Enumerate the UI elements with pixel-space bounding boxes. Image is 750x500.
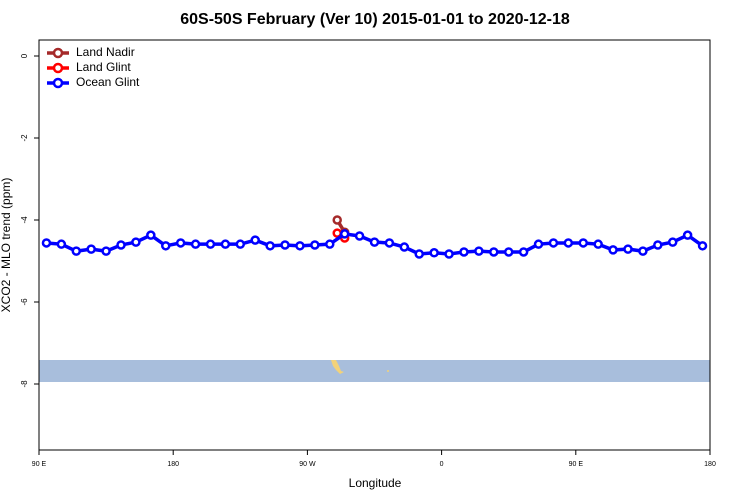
- point: [310, 240, 320, 250]
- point: [71, 246, 82, 256]
- legend-marker: [52, 47, 64, 59]
- y-tick-label: -8: [20, 380, 29, 388]
- point: [593, 239, 603, 249]
- point: [41, 238, 52, 248]
- point: [414, 249, 424, 259]
- x-tick-label: 180: [704, 461, 716, 468]
- plot-frame: [38, 39, 711, 451]
- point: [667, 237, 678, 247]
- point: [518, 247, 529, 257]
- point: [533, 239, 544, 249]
- point: [250, 235, 260, 245]
- point: [503, 247, 514, 257]
- point: [332, 215, 342, 225]
- point: [697, 241, 708, 251]
- legend-marker: [52, 77, 64, 89]
- legend-label: Land Glint: [76, 60, 131, 74]
- land-shape: [387, 370, 389, 372]
- point: [459, 247, 469, 257]
- legend-label: Land Nadir: [76, 45, 135, 59]
- x-tick-label: 90 E: [32, 461, 47, 468]
- point: [578, 238, 589, 248]
- map-strip: [39, 360, 710, 382]
- point: [131, 237, 141, 247]
- x-tick-label: 90 W: [299, 461, 316, 468]
- y-axis-label: XCO2 - MLO trend (ppm): [0, 178, 13, 313]
- point: [444, 249, 454, 259]
- point: [563, 238, 574, 248]
- point: [339, 229, 350, 239]
- point: [220, 239, 231, 249]
- point: [175, 238, 186, 248]
- point: [682, 230, 693, 240]
- y-tick-label: -6: [20, 298, 29, 306]
- point: [638, 246, 648, 256]
- x-tick-label: 180: [167, 461, 179, 468]
- legend-marker: [52, 62, 64, 74]
- y-tick-label: 0: [20, 53, 29, 58]
- y-tick-label: -4: [20, 216, 29, 224]
- point: [116, 240, 126, 250]
- point: [384, 238, 395, 248]
- point: [548, 238, 559, 248]
- point: [325, 239, 335, 249]
- point: [235, 239, 246, 249]
- point: [190, 239, 201, 249]
- point: [280, 240, 290, 250]
- point: [399, 242, 410, 252]
- point: [623, 244, 633, 254]
- point: [205, 239, 216, 249]
- point: [101, 246, 111, 256]
- point: [160, 241, 171, 251]
- chart-title: 60S-50S February (Ver 10) 2015-01-01 to …: [180, 11, 570, 28]
- x-tick-label: 90 E: [569, 461, 584, 468]
- legend-label: Ocean Glint: [76, 75, 140, 89]
- point: [369, 237, 380, 247]
- point: [265, 241, 275, 251]
- point: [653, 240, 663, 250]
- x-tick-label: 0: [440, 461, 444, 468]
- point: [429, 248, 439, 258]
- land-shape: [331, 360, 344, 374]
- x-axis-label: Longitude: [349, 476, 402, 490]
- point: [608, 245, 618, 255]
- point: [354, 231, 365, 241]
- point: [295, 241, 305, 251]
- point: [474, 246, 484, 256]
- point: [489, 247, 499, 257]
- point: [86, 244, 96, 254]
- point: [146, 230, 156, 240]
- y-tick-label: -2: [20, 134, 29, 142]
- point: [56, 239, 67, 249]
